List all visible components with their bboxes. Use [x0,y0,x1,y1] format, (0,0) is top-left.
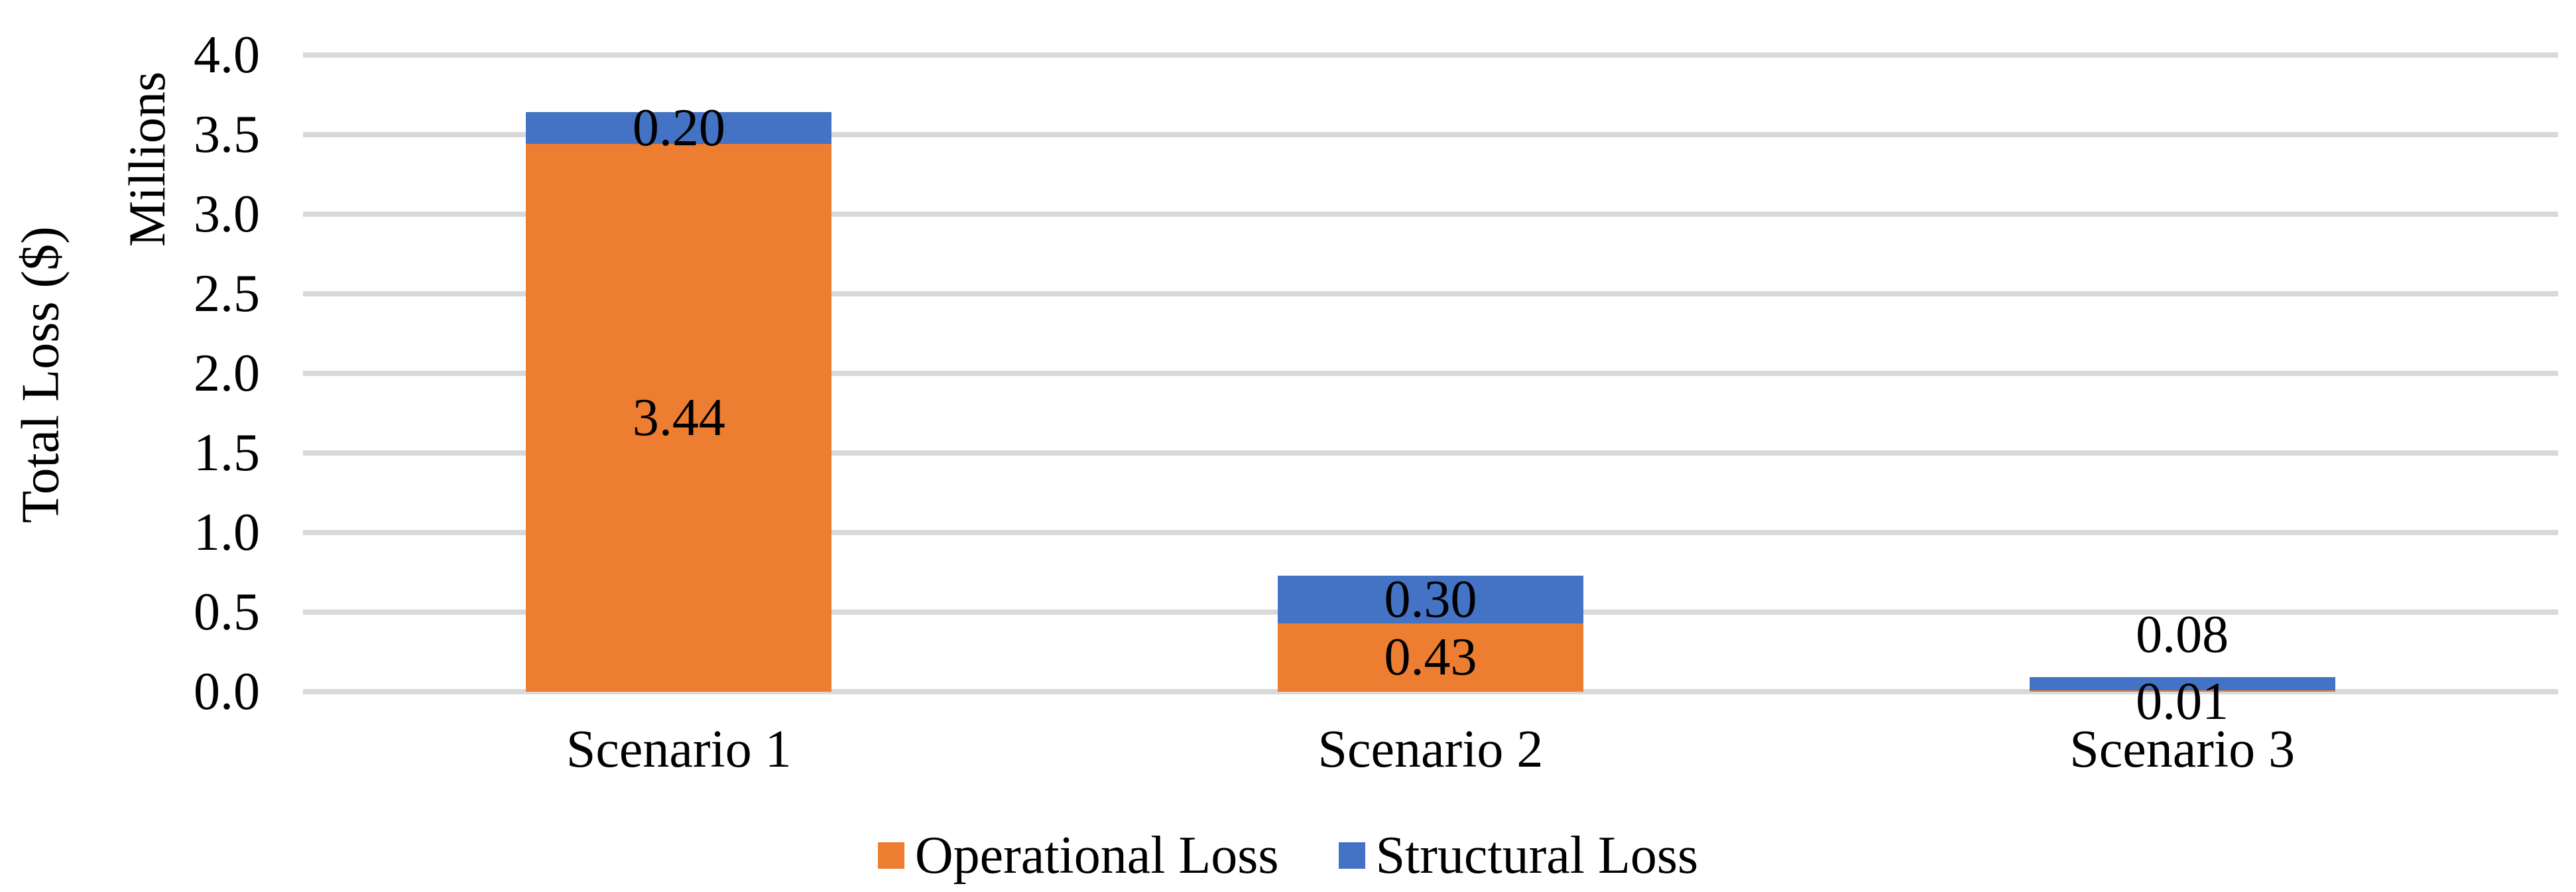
legend-item-operational-loss: Operational Loss [877,826,1279,885]
bar-segment-structural-loss-scenario-1 [526,112,832,145]
legend-item-structural-loss: Structural Loss [1338,826,1699,885]
data-label-structural-loss-scenario-2: 0.30 [1384,570,1477,629]
y-axis-tick-label: 4.0 [194,26,260,84]
bar-segment-operational-loss-scenario-2 [1278,623,1583,692]
gridline [303,132,2558,137]
gridline [303,52,2558,58]
bar-segment-structural-loss-scenario-3 [2029,677,2335,690]
y-axis-tick-label: 0.0 [194,663,260,721]
legend-swatch-operational-loss [877,842,904,869]
data-label-operational-loss-scenario-1: 3.44 [632,389,725,448]
y-axis-tick-label: 1.0 [194,503,260,562]
legend-swatch-structural-loss [1338,842,1365,869]
y-axis-tick-label: 3.0 [194,185,260,243]
gridline [303,371,2558,376]
y-axis-tick-label: 2.5 [194,265,260,323]
bar-segment-operational-loss-scenario-3 [2029,690,2335,692]
gridline [303,530,2558,535]
gridline [303,212,2558,217]
gridline [303,450,2558,456]
plot-area [303,52,2558,694]
data-label-structural-loss-scenario-3: 0.08 [2136,605,2229,665]
y-axis-tick-label: 0.5 [194,583,260,641]
legend: Operational Loss Structural Loss [0,828,2576,883]
legend-label-operational-loss: Operational Loss [914,826,1279,885]
y-axis-tick-label: 3.5 [194,105,260,164]
x-category-label-scenario-1: Scenario 1 [566,720,792,779]
bar-segment-operational-loss-scenario-1 [526,144,832,692]
gridline [303,291,2558,296]
data-label-operational-loss-scenario-3: 0.01 [2136,672,2229,731]
data-label-operational-loss-scenario-2: 0.43 [1384,628,1477,687]
bar-segment-structural-loss-scenario-2 [1278,575,1583,623]
x-category-label-scenario-3: Scenario 3 [2069,720,2296,779]
data-label-structural-loss-scenario-1: 0.20 [632,99,725,158]
y-axis-tick-label: 1.5 [194,424,260,482]
gridline [303,689,2558,694]
legend-label-structural-loss: Structural Loss [1375,826,1699,885]
x-category-label-scenario-2: Scenario 2 [1318,720,1544,779]
y-axis-tick-label: 2.0 [194,344,260,403]
